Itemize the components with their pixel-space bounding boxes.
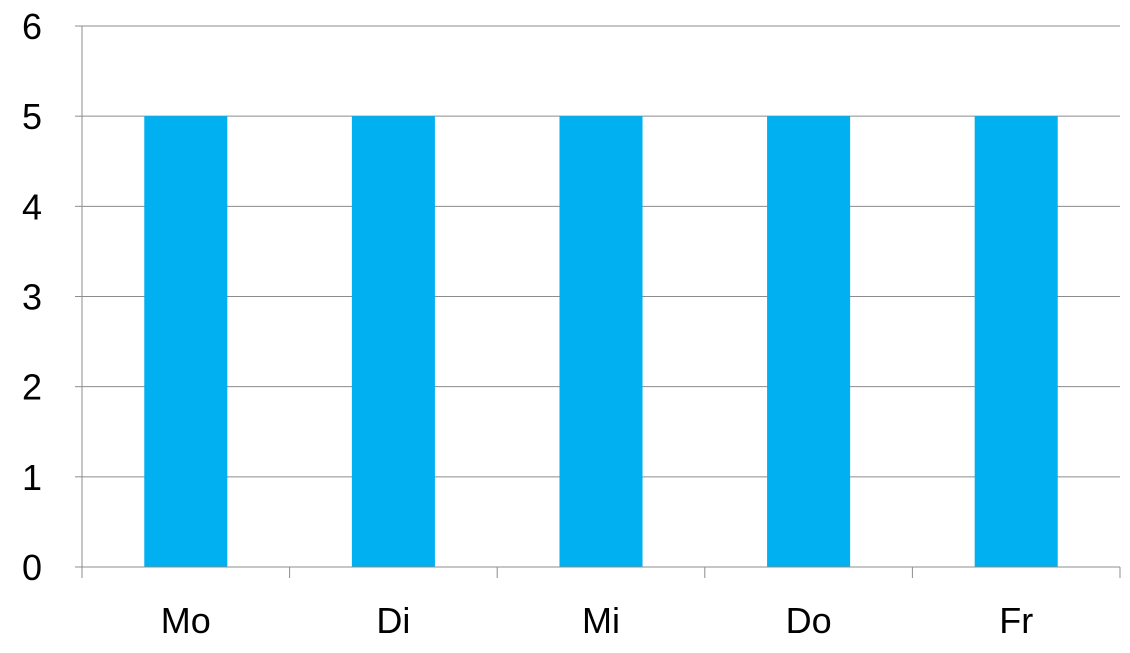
bar-fr	[974, 116, 1058, 568]
x-tick-label: Do	[786, 600, 832, 641]
y-tick-label: 0	[22, 547, 42, 588]
tick-labels: 0 1 2 3 4 5 6 Mo Di Mi Do Fr	[22, 6, 1033, 641]
bar-mo	[144, 116, 228, 568]
y-tick-label: 4	[22, 186, 42, 227]
bar-di	[351, 116, 435, 568]
y-tick-label: 3	[22, 277, 42, 318]
y-tick-label: 5	[22, 96, 42, 137]
x-tick-label: Di	[376, 600, 410, 641]
y-tick-label: 1	[22, 457, 42, 498]
y-tick-label: 2	[22, 367, 42, 408]
x-tick-label: Mi	[582, 600, 620, 641]
x-tick-label: Fr	[999, 600, 1033, 641]
bars	[144, 116, 1058, 568]
bar-do	[767, 116, 851, 568]
x-tick-label: Mo	[161, 600, 211, 641]
y-tick-label: 6	[22, 6, 42, 47]
axes	[75, 25, 1121, 578]
bar-mi	[559, 116, 643, 568]
